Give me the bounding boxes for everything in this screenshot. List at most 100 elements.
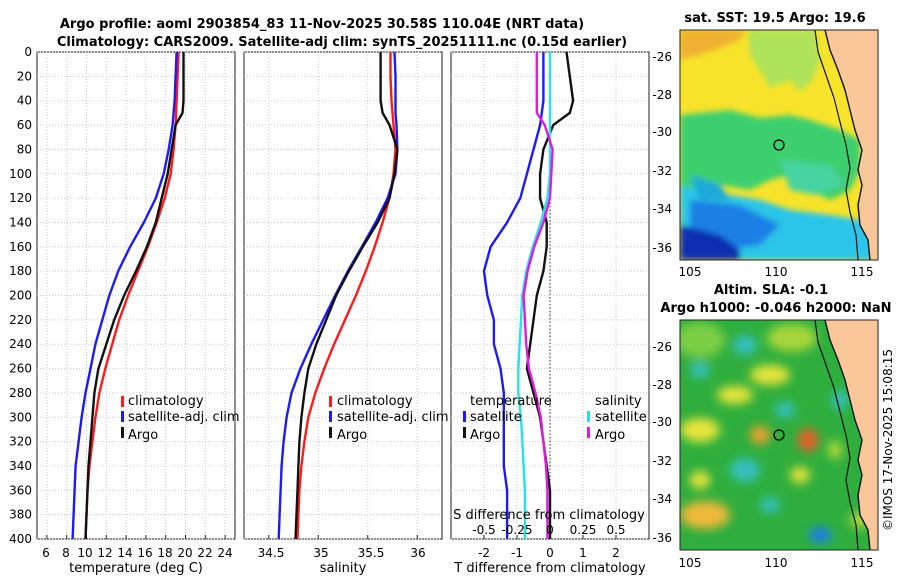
legend-mark-s-argo [587, 427, 590, 438]
salinity-panel: 34.5 35 35.5 36 salinity climatology sat… [243, 51, 449, 576]
legend-mark-argo [121, 427, 124, 438]
sdiff-tick: 0 [546, 523, 554, 537]
imos-credit: ©IMOS 17-Nov-2025 15:08:15 [881, 349, 895, 531]
depth-tick: 300 [9, 410, 32, 424]
map-x-tick: 115 [851, 265, 874, 279]
sla-map-xticks: 105 110 115 [679, 556, 874, 570]
legend-mark-climatology [329, 396, 332, 407]
depth-tick: 60 [17, 118, 32, 132]
difference-lines [482, 51, 575, 539]
map-x-tick: 105 [679, 265, 702, 279]
depth-tick: 180 [9, 264, 32, 278]
map-y-tick: -32 [652, 454, 672, 468]
map-x-tick: 110 [765, 265, 788, 279]
temp-tick: 12 [97, 546, 112, 560]
depth-tick: 200 [9, 289, 32, 303]
temperature-axis-label: temperature (deg C) [69, 561, 203, 576]
legend-label-climatology: climatology [128, 394, 204, 409]
tdiff-tick: 1 [579, 546, 587, 560]
coastline [824, 320, 871, 550]
depth-tick: 20 [17, 69, 32, 83]
map-y-tick: -36 [652, 241, 672, 255]
salinity-tick-labels: 34.5 35 35.5 36 [258, 546, 426, 560]
temp-tick: 16 [137, 546, 152, 560]
sla-map-frame [679, 319, 879, 551]
legend-mark-t-satellite [463, 411, 466, 422]
series-line-climatology [84, 51, 180, 540]
depth-tick-labels: 0 20 40 60 80 100 120 140 160 180 200 220 240 260 280 3… [9, 45, 32, 546]
depth-tick: 0 [24, 45, 32, 59]
series-line-satellite-adj-clim [71, 51, 178, 540]
map-y-tick: -30 [652, 125, 672, 139]
t-diff-axis-label: T difference from climatology [453, 561, 646, 576]
temp-tick: 22 [197, 546, 212, 560]
temp-tick: 10 [77, 546, 92, 560]
tdiff-tick: -1 [511, 546, 523, 560]
legend-mark-climatology [121, 396, 124, 407]
legend-mark-t-argo [463, 427, 466, 438]
depth-tick: 100 [9, 167, 32, 181]
depth-tick: 160 [9, 240, 32, 254]
depth-tick: 400 [9, 532, 32, 546]
map-y-tick: -34 [652, 202, 672, 216]
depth-tick: 280 [9, 386, 32, 400]
s-diff-axis-label: S difference from climatology [453, 508, 645, 523]
depth-tick: 380 [9, 508, 32, 522]
figure-title-line2: Climatology: CARS2009. Satellite-adj cli… [57, 35, 627, 50]
depth-tick: 260 [9, 362, 32, 376]
depth-tick: 360 [9, 483, 32, 497]
temp-tick: 20 [177, 546, 192, 560]
map-y-tick: -30 [652, 415, 672, 429]
depth-tick: 40 [17, 94, 32, 108]
temperature-legend: climatology satellite-adj. clim Argo [121, 394, 240, 443]
tdiff-tick: 0 [546, 546, 554, 560]
sst-map-title: sat. SST: 19.5 Argo: 19.6 [684, 11, 865, 26]
depth-tick: 140 [9, 215, 32, 229]
depth-tick: 220 [9, 313, 32, 327]
map-y-tick: -34 [652, 492, 672, 506]
legend-mark-satellite [329, 411, 332, 422]
coastline [824, 30, 871, 260]
legend-mark-satellite [121, 411, 124, 422]
legend-label-t-argo: Argo [470, 428, 500, 443]
sal-tick: 34.5 [258, 546, 285, 560]
land [825, 30, 878, 260]
legend-label-satellite: satellite-adj. clim [128, 410, 240, 425]
land [825, 320, 878, 550]
depth-tick: 240 [9, 337, 32, 351]
sdiff-tick: -0.5 [472, 523, 495, 537]
legend-label-climatology: climatology [337, 394, 413, 409]
depth-tick: 80 [17, 142, 32, 156]
depth-contour [814, 30, 859, 260]
map-y-tick: -32 [652, 164, 672, 178]
tdiff-tick: -2 [478, 546, 490, 560]
argo-float-marker [773, 429, 785, 441]
legend-label-s-satellite: satellite [595, 410, 647, 425]
series-line-argo [294, 52, 399, 540]
map-x-tick: 110 [765, 556, 788, 570]
argo-float-marker [773, 139, 785, 151]
t-diff-tick-labels: -2 -1 0 1 2 [478, 546, 620, 560]
map-x-tick: 115 [851, 556, 874, 570]
sal-tick: 36 [410, 546, 425, 560]
temp-tick: 8 [62, 546, 70, 560]
series-line-argo [84, 52, 185, 540]
series-line-salinity-argo [522, 52, 554, 539]
depth-tick: 340 [9, 459, 32, 473]
sla-map: Altim. SLA: -0.1 Argo h1000: -0.046 h200… [652, 283, 891, 570]
map-y-tick: -26 [652, 340, 672, 354]
sst-map: sat. SST: 19.5 Argo: 19.6 105 110 115 [652, 11, 879, 279]
legend-label-argo: Argo [128, 428, 158, 443]
temperature-panel: 0 20 40 60 80 100 120 140 160 180 200 220 240 260 280 3… [9, 45, 240, 576]
legend-mark-argo [329, 427, 332, 438]
legend-label-s-argo: Argo [595, 428, 625, 443]
temp-tick: 18 [157, 546, 172, 560]
salinity-grid [244, 51, 442, 540]
sst-map-yticks: -26 -28 -30 -32 -34 -36 [652, 50, 672, 255]
temp-tick: 6 [42, 546, 50, 560]
salinity-legend: climatology satellite-adj. clim Argo [329, 394, 449, 443]
sst-map-frame [679, 29, 879, 261]
legend-label-satellite: satellite-adj. clim [337, 410, 449, 425]
sdiff-tick: -0.25 [501, 523, 532, 537]
